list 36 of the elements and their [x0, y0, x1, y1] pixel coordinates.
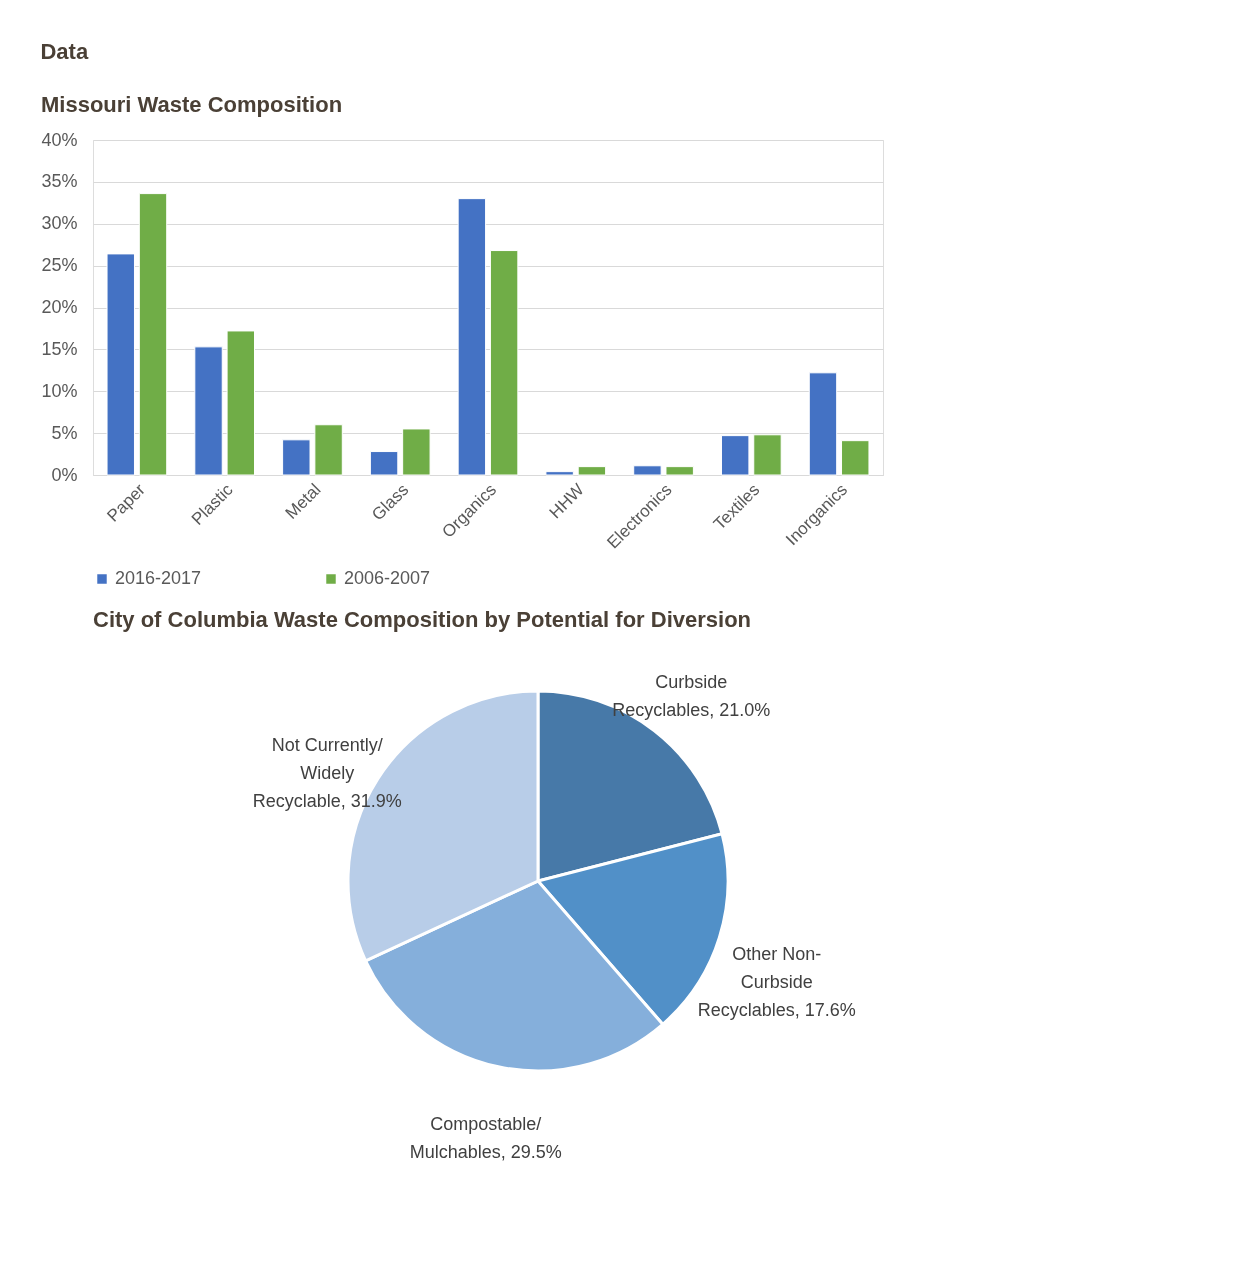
bar — [402, 428, 431, 476]
bar — [720, 435, 750, 476]
chart-title: City of Columbia Waste Composition by Potential for Diversion — [93, 607, 752, 632]
y-tick-label: 0% — [51, 464, 78, 485]
chart-title: Missouri Waste Composition — [40, 92, 343, 117]
bar — [226, 330, 256, 476]
y-tick-label: 35% — [41, 171, 78, 192]
y-tick-label: 10% — [41, 380, 78, 401]
bar — [282, 439, 311, 476]
bar — [808, 372, 838, 476]
text: Data — [40, 38, 89, 64]
bar — [369, 451, 399, 476]
y-tick-label: 30% — [41, 213, 78, 234]
y-tick-label: 25% — [41, 255, 78, 276]
bar — [138, 193, 168, 476]
bar — [489, 250, 519, 476]
y-tick-label: 5% — [51, 422, 78, 443]
bar — [753, 434, 782, 476]
slice-label: Other Non-Curbside Recyclables, 17.6% — [697, 944, 856, 1021]
legend-label: 2006-2007 — [344, 568, 431, 588]
y-tick-label: 20% — [41, 297, 78, 317]
bar — [457, 198, 487, 476]
bar — [194, 346, 223, 476]
slice-label: Compostable/ Mulchables, 29.5% — [409, 1114, 562, 1163]
bar — [633, 465, 662, 476]
slice-label: Not Currently/ Widely Recyclable, 31.9% — [252, 735, 402, 812]
bar — [665, 466, 694, 476]
bar — [841, 440, 870, 476]
bar — [577, 466, 607, 476]
y-tick-label: 40% — [41, 129, 78, 150]
legend-label: 2016-2017 — [115, 568, 202, 588]
bar — [545, 471, 574, 476]
bar — [314, 424, 343, 476]
bar — [106, 253, 135, 476]
slice-label: Curbside Recyclables, 21.0% — [612, 672, 771, 721]
y-tick-label: 15% — [41, 338, 78, 359]
